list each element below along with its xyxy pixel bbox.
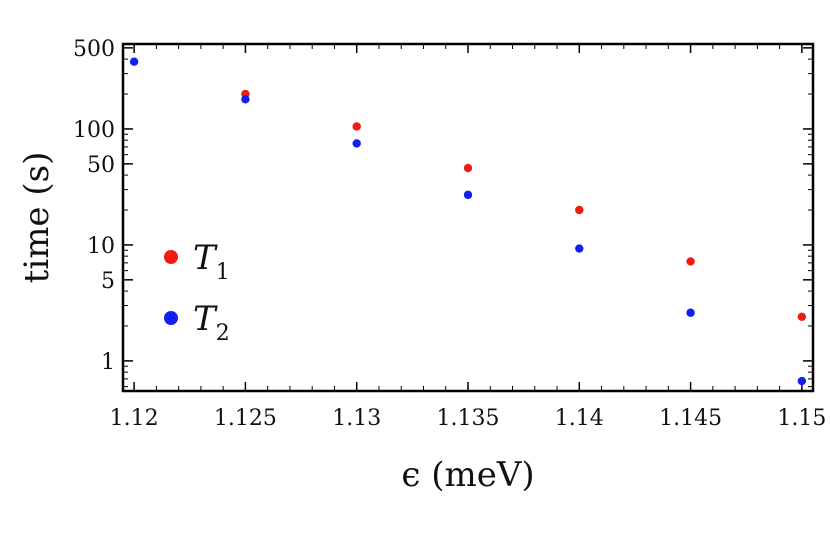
point-t1 <box>352 122 361 131</box>
point-t2 <box>129 57 139 66</box>
legend-label-t1: T1 <box>193 238 230 285</box>
legend-symbol: T <box>193 299 218 339</box>
point-t2 <box>686 308 695 317</box>
x-axis: 1.12 1.125 1.13 1.135 1.14 1.145 1.15 <box>110 44 826 431</box>
y-tick-label: 10 <box>87 234 115 259</box>
point-t1 <box>686 257 695 266</box>
x-tick-label: 1.145 <box>659 406 722 431</box>
x-tick-label: 1.125 <box>214 406 277 431</box>
y-tick-label: 50 <box>87 153 115 178</box>
x-tick-label: 1.13 <box>332 406 381 431</box>
y-axis-title: time (s) <box>17 152 57 284</box>
point-t2 <box>352 139 361 148</box>
point-t1 <box>463 163 473 173</box>
point-t2 <box>241 95 250 104</box>
y-tick-label: 500 <box>73 37 115 62</box>
legend-label-t2: T2 <box>193 299 230 346</box>
y-tick-label: 1 <box>101 350 115 375</box>
x-tick-label: 1.14 <box>555 406 604 431</box>
point-t1 <box>575 205 584 215</box>
y-axis: 1 5 10 50 100 500 <box>73 37 813 388</box>
legend-subscript: 2 <box>216 321 230 346</box>
x-axis-title: ϵ (meV) <box>401 455 534 495</box>
point-t2 <box>463 190 473 200</box>
x-tick-label: 1.135 <box>437 406 500 431</box>
point-t2 <box>797 376 807 386</box>
point-t2 <box>575 244 584 253</box>
y-tick-label: 100 <box>73 118 115 143</box>
point-t1 <box>797 312 807 321</box>
legend-subscript: 1 <box>216 260 230 285</box>
data-points <box>129 57 807 386</box>
x-tick-label: 1.12 <box>110 406 159 431</box>
x-tick-label: 1.15 <box>777 406 826 431</box>
legend-symbol: T <box>193 238 218 278</box>
legend-marker-t2 <box>164 311 178 325</box>
legend-marker-t1 <box>164 250 178 264</box>
y-tick-label: 5 <box>101 269 115 294</box>
